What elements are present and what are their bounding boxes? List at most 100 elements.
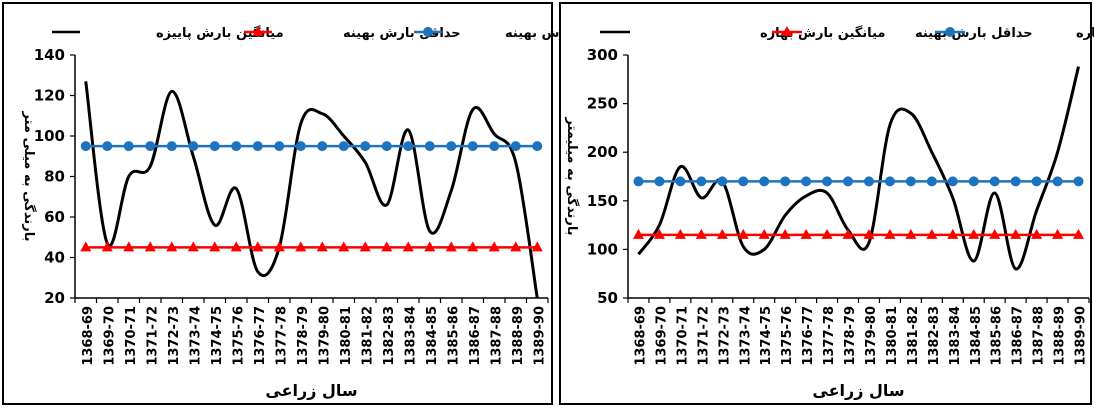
data-point [295,141,306,152]
y-tick-label: 140 [34,46,65,64]
data-point [717,176,728,187]
x-tick-label: 1389-90 [1074,306,1089,366]
legend-label: بارش بهینه [505,26,577,41]
data-point [510,141,521,152]
x-tick-label: 1384-85 [969,306,984,366]
x-tick-label: 1383-84 [948,306,963,366]
data-point [187,241,199,252]
data-point [338,141,349,152]
data-point [1052,228,1064,239]
data-point [360,141,371,152]
data-point [759,176,770,187]
x-tick-label: 1368-69 [633,306,648,366]
y-tick-label: 50 [597,289,618,307]
data-point [403,141,414,152]
x-tick-label: 1381-82 [906,306,921,366]
x-tick-label: 1374-75 [759,306,774,366]
data-point [510,241,522,252]
data-point [446,141,457,152]
x-tick-label: 1371-72 [145,306,160,366]
data-point [102,141,113,152]
y-tick-label: 100 [34,127,65,145]
data-point [1031,176,1042,187]
data-point [926,228,938,239]
x-tick-label: 1387-88 [489,306,504,366]
data-point [467,241,479,252]
x-tick-label: 1369-70 [102,306,117,366]
x-tick-label: 1374-75 [210,306,225,366]
x-tick-label: 1380-81 [339,306,354,366]
x-tick-label: 1385-86 [446,306,461,366]
x-tick-label: 1377-78 [822,306,837,366]
series-line [84,81,539,299]
data-point [1073,176,1084,187]
legend-label: حداقل بارش بهینه [343,26,461,41]
data-point [1010,228,1022,239]
data-point [467,141,478,152]
series-1 [80,241,543,252]
x-tick-label: 1388-89 [1053,306,1068,366]
data-point [695,228,707,239]
data-point [653,228,665,239]
data-point [532,141,543,152]
data-point [1010,176,1021,187]
spring-rainfall-chart: 50 100 150 200 250 300 1368-69 1369-70 1370-71 13… [559,2,1094,405]
legend-label: میانگین بارش پاییزه [156,25,284,41]
data-point [381,241,393,252]
x-tick-label: 1375-76 [231,306,246,366]
data-point [675,176,686,187]
data-point [884,176,895,187]
x-axis-title: سال زراعی [812,381,904,400]
x-tick-label: 1373-74 [738,306,753,366]
x-tick-label: 1372-73 [717,306,732,366]
data-point [926,176,937,187]
data-point [489,141,500,152]
data-point [295,241,307,252]
data-point [145,141,156,152]
y-tick-label: 60 [44,208,65,226]
data-point [801,176,812,187]
x-tick-label: 1378-79 [296,306,311,366]
legend: میانگین بارش پاییزه حداقل بارش بهینه بارش … [52,25,577,41]
x-tick-label: 1376-77 [253,306,268,366]
x-axis-title: سال زراعی [265,381,357,400]
data-point [338,241,350,252]
data-point [209,241,221,252]
data-point [884,228,896,239]
data-point [188,141,199,152]
y-tick-label: 100 [587,240,618,258]
data-point [1052,176,1063,187]
x-tick-label: 1377-78 [274,306,289,366]
legend-marker [945,27,955,37]
data-point [800,228,812,239]
y-axis-title: بارندگی به میلیمتر [564,116,580,235]
data-point [843,176,854,187]
data-point [674,228,686,239]
data-point [947,228,959,239]
legend-marker [252,26,264,36]
chart-frame [559,2,1092,405]
x-tick-label: 1378-79 [843,306,858,366]
data-point [696,176,707,187]
x-tick-label: 1375-76 [780,306,795,366]
data-point [359,241,371,252]
data-point [424,241,436,252]
legend-marker [781,26,793,36]
data-point [231,141,242,152]
data-point [101,241,113,252]
x-tick-label: 1387-88 [1032,306,1047,366]
y-tick-label: 40 [44,249,65,267]
data-point [402,241,414,252]
x-tick-label: 1380-81 [885,306,900,366]
y-tick-label: 120 [34,87,65,105]
data-point [273,241,285,252]
series-0 [84,81,539,299]
series-2 [80,141,543,152]
data-point [230,241,242,252]
x-tick-label: 1383-84 [403,306,418,366]
x-tick-label: 1369-70 [654,306,669,366]
x-tick-label: 1370-71 [124,306,139,366]
x-tick-label: 1382-83 [382,306,397,366]
x-tick-label: 1371-72 [696,306,711,366]
y-axis-title: بارندگی به میلی متر [21,111,37,242]
